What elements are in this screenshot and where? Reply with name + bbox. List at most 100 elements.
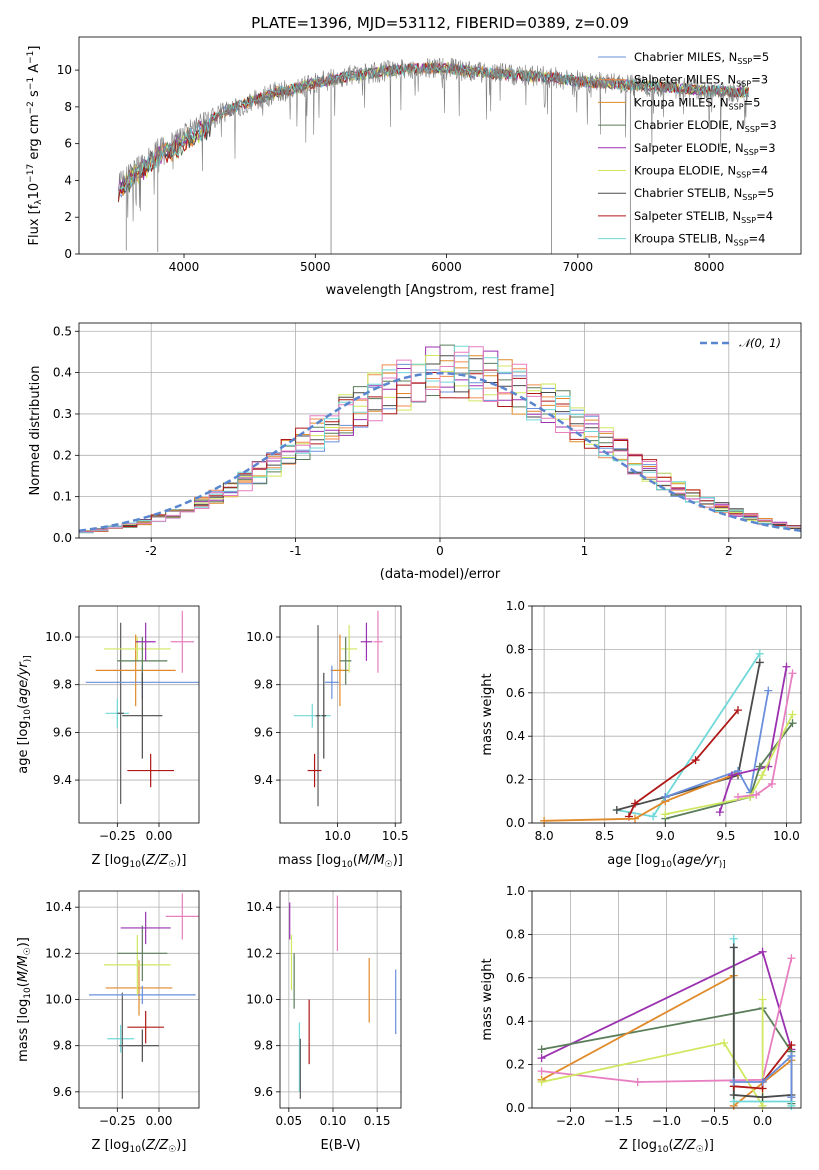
label-part: (	[16, 704, 31, 709]
x-tick-label: 0	[436, 544, 444, 558]
label-part: 10	[23, 987, 33, 999]
weight-line	[628, 709, 739, 817]
label-part: 10	[661, 860, 673, 870]
age-vs-massweight-ylabel: mass weight	[480, 673, 495, 755]
legend-entry: Salpeter STELIB, NSSP=4	[634, 209, 773, 225]
label-part: (	[353, 853, 358, 868]
y-tick-label: 9.4	[254, 773, 273, 787]
y-tick-label: 9.8	[53, 1039, 72, 1053]
weight-marker	[782, 662, 791, 671]
label-part: 10	[341, 860, 353, 870]
y-tick-label: 0.8	[506, 927, 525, 941]
label-part: ]	[27, 46, 42, 51]
label-part: (	[672, 853, 677, 868]
weight-line	[616, 662, 761, 811]
weight-marker	[758, 995, 767, 1004]
label-part: ☉	[385, 860, 393, 870]
label-part: M/M	[16, 955, 31, 982]
weight-line	[665, 714, 794, 816]
weight-line	[541, 999, 764, 1109]
legend-entry: Salpeter ELODIE, NSSP=3	[634, 141, 776, 157]
y-tick-label: 10	[57, 63, 72, 77]
z-vs-massweight-axes: −2.0 −1.5 −1.0 −0.5 0.0 0.0 0.2 0.4 0.6 0.8 1.0	[506, 884, 801, 1128]
label-part: mass [log	[278, 853, 341, 868]
label-part: A	[27, 64, 42, 77]
x-tick-label: 8000	[694, 260, 725, 274]
label-part: )]	[23, 655, 33, 662]
weight-marker	[630, 814, 639, 823]
spectrum-title: PLATE=1396, MJD=53112, FIBERID=0389, z=0…	[251, 14, 629, 32]
weight-marker	[758, 1093, 767, 1102]
weight-marker	[715, 808, 724, 817]
z-vs-age-points	[85, 610, 199, 804]
y-tick-label: 0.2	[53, 448, 72, 462]
weight-marker	[758, 1101, 767, 1110]
label-part: age/yr	[16, 661, 31, 704]
label-part: )]	[704, 1138, 714, 1153]
legend-entry: Salpeter MILES, NSSP=3	[634, 73, 768, 89]
ebv-vs-mass-points	[289, 895, 397, 1099]
legend-entry: Kroupa STELIB, NSSP=4	[634, 232, 765, 248]
age-vs-massweight-frame	[531, 605, 802, 824]
weight-marker	[752, 790, 761, 799]
x-tick-label: 10.5	[382, 829, 409, 843]
z-vs-mass-axes: −0.25 0.00 9.6 9.8 10.0 10.2 10.4	[45, 891, 199, 1128]
z-vs-mass-frame	[78, 890, 200, 1109]
weight-marker	[788, 710, 797, 719]
age-vs-massweight-xlabel: age [log10(age/yr)]	[607, 853, 725, 870]
x-tick-label: −2.0	[556, 1114, 585, 1128]
weight-line	[665, 722, 794, 820]
label-part: Flux [f	[27, 204, 42, 245]
y-tick-label: 1.0	[506, 599, 525, 613]
weight-line	[718, 666, 788, 813]
y-tick-label: 0.4	[506, 1014, 525, 1028]
mass-vs-age-frame	[279, 605, 402, 824]
label-part: erg cm	[27, 114, 42, 163]
y-tick-label: 9.6	[254, 725, 273, 739]
y-tick-label: 10.0	[246, 630, 273, 644]
label-part: λ	[34, 199, 44, 205]
residuals-axes: -2 -1 0 1 2 0.0 0.1 0.2 0.3 0.4 0.5	[53, 323, 801, 558]
weight-marker	[787, 954, 796, 963]
label-part: (	[16, 982, 31, 987]
y-tick-label: 9.4	[53, 773, 72, 787]
residual-histogram	[79, 346, 801, 535]
z-vs-mass-xlabel: Z [log10(Z/Z☉)]	[92, 1138, 187, 1155]
weight-line	[737, 673, 794, 798]
label-part: Z [log	[92, 853, 130, 868]
x-tick-label: 1	[581, 544, 589, 558]
residuals-xlabel: (data-model)/error	[380, 567, 501, 582]
label-part: ☉	[23, 947, 33, 955]
label-part: (	[141, 1138, 146, 1153]
mass-vs-age-points	[293, 610, 383, 807]
weight-marker	[787, 1051, 796, 1060]
weight-line	[733, 1053, 793, 1098]
label-part: mass [log	[16, 999, 31, 1062]
y-tick-label: 8	[64, 100, 72, 114]
x-tick-label: 0.00	[146, 829, 173, 843]
spectrum-legend: Chabrier MILES, NSSP=5 Salpeter MILES, NS…	[598, 50, 777, 248]
label-part: age [log	[16, 720, 31, 773]
y-tick-label: 0.3	[53, 407, 72, 421]
x-tick-label: −1.0	[652, 1114, 681, 1128]
weight-marker	[746, 792, 755, 801]
label-part: ☉	[696, 1145, 704, 1155]
weight-marker	[729, 1077, 738, 1086]
label-part: (	[141, 853, 146, 868]
z-vs-mass-ylabel: mass [log10(M/M☉)]	[16, 937, 33, 1062]
y-tick-label: 10.0	[246, 993, 273, 1007]
y-tick-label: 4	[64, 173, 72, 187]
label-part: )]	[176, 853, 186, 868]
weight-marker	[788, 669, 797, 678]
weight-marker	[755, 658, 764, 667]
legend-entry: Chabrier STELIB, NSSP=5	[634, 186, 774, 202]
y-tick-label: 10.2	[246, 946, 273, 960]
x-tick-label: 4000	[169, 260, 200, 274]
gaussian-curve	[79, 371, 801, 533]
y-tick-label: 9.8	[53, 678, 72, 692]
z-vs-age-frame	[78, 605, 200, 824]
y-tick-label: 0.4	[506, 729, 525, 743]
spectrum-frame	[78, 36, 802, 255]
label-part: Z/Z	[673, 1138, 697, 1153]
label-part: s	[27, 90, 42, 101]
